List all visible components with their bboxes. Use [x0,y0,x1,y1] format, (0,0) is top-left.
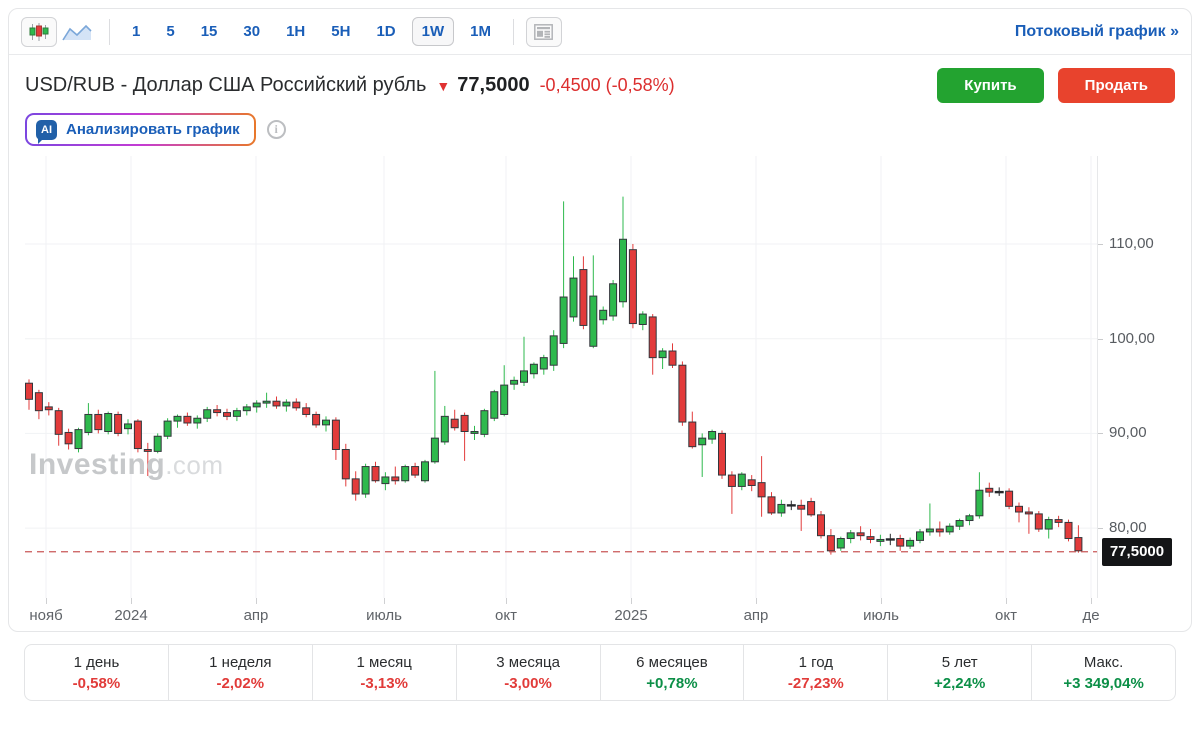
last-price: 77,5000 [457,74,530,96]
timeframe-5[interactable]: 5 [166,23,175,40]
x-axis-label: июль [863,607,899,624]
timeframe-1h[interactable]: 1H [286,23,306,40]
x-axis-tick [506,598,507,604]
timeframe-1w[interactable]: 1W [411,17,455,46]
x-axis-tick [1006,598,1007,604]
x-axis-label: апр [743,607,769,624]
x-axis-tick [756,598,757,604]
time-axis[interactable]: нояб 2024 апр июль окт 2025 апр июль окт де [25,598,1100,632]
ai-icon: AI [36,119,57,144]
perf-period-label: 6 месяцев [636,653,708,671]
streaming-chart-link[interactable]: Потоковый график » [1015,23,1179,41]
x-axis-tick [631,598,632,604]
perf-cell-5[interactable]: 6 месяцев +0,78% [601,645,745,700]
page-title: USD/RUB - Доллар США Российский рубль [25,74,427,96]
timeframe-15[interactable]: 15 [200,23,218,40]
y-axis-label: 90,00 [1109,424,1147,442]
perf-cell-7[interactable]: 5 лет +2,24% [888,645,1033,700]
price-axis[interactable]: 110,00 100,00 90,00 80,00 77,5000 [1097,156,1189,598]
perf-cell-2[interactable]: 1 неделя -2,02% [169,645,313,700]
perf-change-value: -3,13% [360,674,408,692]
x-axis-tick [131,598,132,604]
perf-period-label: Макс. [1083,653,1124,671]
perf-cell-1[interactable]: 1 день -0,58% [25,645,169,700]
x-axis-tick [384,598,385,604]
toolbar-divider [512,18,514,45]
newspaper-icon [534,23,554,40]
area-chart-icon [62,24,92,40]
perf-period-label: 5 лет [941,653,978,671]
candlestick-chart-type-button[interactable] [21,16,57,47]
perf-period-label: 1 месяц [356,653,412,671]
perf-change-value: -27,23% [787,674,844,692]
perf-period-label: 3 месяца [496,653,560,671]
ai-analyze-button[interactable]: AI Анализировать график [25,113,256,146]
perf-cell-4[interactable]: 3 месяца -3,00% [457,645,601,700]
x-axis-label: 2024 [114,607,148,624]
instrument-header: USD/RUB - Доллар США Российский рубль ▼ … [9,55,1191,105]
last-price-tag: 77,5000 [1102,537,1172,566]
x-axis-label: июль [366,607,402,624]
candlestick-chart-icon [29,22,49,41]
sell-button[interactable]: Продать [1057,68,1175,103]
price-change: -0,4500 (-0,58%) [539,75,675,95]
ai-analyze-label: Анализировать график [66,121,240,138]
x-axis-tick [46,598,47,604]
trade-buttons: Купить Продать [937,68,1175,103]
ai-analyze-row: AI Анализировать график i [9,105,1191,152]
perf-change-value: +0,78% [646,674,698,692]
timeframe-selector: 1 5 15 30 1H 5H 1D 1W 1M [122,17,501,46]
x-axis-label: нояб [29,607,63,624]
y-axis-tick [1098,433,1103,435]
x-axis-label: окт [995,607,1017,624]
perf-period-label: 1 неделя [209,653,272,671]
chart-toolbar: 1 5 15 30 1H 5H 1D 1W 1M Потоковый график » [9,9,1191,55]
timeframe-1m[interactable]: 1M [470,23,491,40]
buy-button[interactable]: Купить [937,68,1044,103]
news-panel-button[interactable] [525,16,562,47]
price-down-arrow-icon: ▼ [436,77,451,94]
y-axis-tick [1098,338,1103,340]
y-axis-tick [1098,528,1103,530]
chevron-right-double-icon: » [1170,22,1179,40]
perf-change-value: -2,02% [216,674,265,692]
x-axis-label: 2025 [614,607,648,624]
perf-period-label: 1 год [798,653,834,671]
y-axis-label: 100,00 [1109,329,1155,347]
perf-cell-3[interactable]: 1 месяц -3,13% [313,645,457,700]
perf-change-value: -0,58% [72,674,121,692]
x-axis-tick [1091,598,1092,604]
quote-chart-card: 1 5 15 30 1H 5H 1D 1W 1M Потоковый график » USD/… [8,8,1192,632]
candlestick-plot[interactable] [25,156,1097,598]
timeframe-1d[interactable]: 1D [376,23,396,40]
perf-cell-8[interactable]: Макс. +3 349,04% [1032,645,1175,700]
toolbar-divider [109,18,110,45]
y-axis-label: 110,00 [1109,235,1154,252]
x-axis-label: де [1082,607,1100,624]
timeframe-30[interactable]: 30 [243,23,261,40]
area-chart-type-button[interactable] [57,17,97,47]
perf-change-value: +2,24% [934,674,986,692]
perf-change-value: -3,00% [504,674,552,692]
info-icon[interactable]: i [266,120,286,139]
perf-change-value: +3 349,04% [1063,674,1144,692]
perf-cell-6[interactable]: 1 год -27,23% [744,645,889,700]
x-axis-label: апр [243,607,269,624]
performance-bar: 1 день -0,58% 1 неделя -2,02% 1 месяц -3,13% 3… [24,644,1176,701]
timeframe-5h[interactable]: 5H [331,23,351,40]
x-axis-tick [256,598,257,604]
y-axis-tick [1098,244,1103,245]
perf-period-label: 1 день [73,653,120,671]
streaming-chart-link-label: Потоковый график [1014,22,1166,40]
chart-area: Investing.com 110,00 100,00 90,00 80,00 77,5… [9,156,1191,634]
timeframe-1[interactable]: 1 [132,23,141,40]
x-axis-tick [881,598,882,604]
x-axis-label: окт [495,607,517,624]
y-axis-label: 80,00 [1109,519,1147,537]
